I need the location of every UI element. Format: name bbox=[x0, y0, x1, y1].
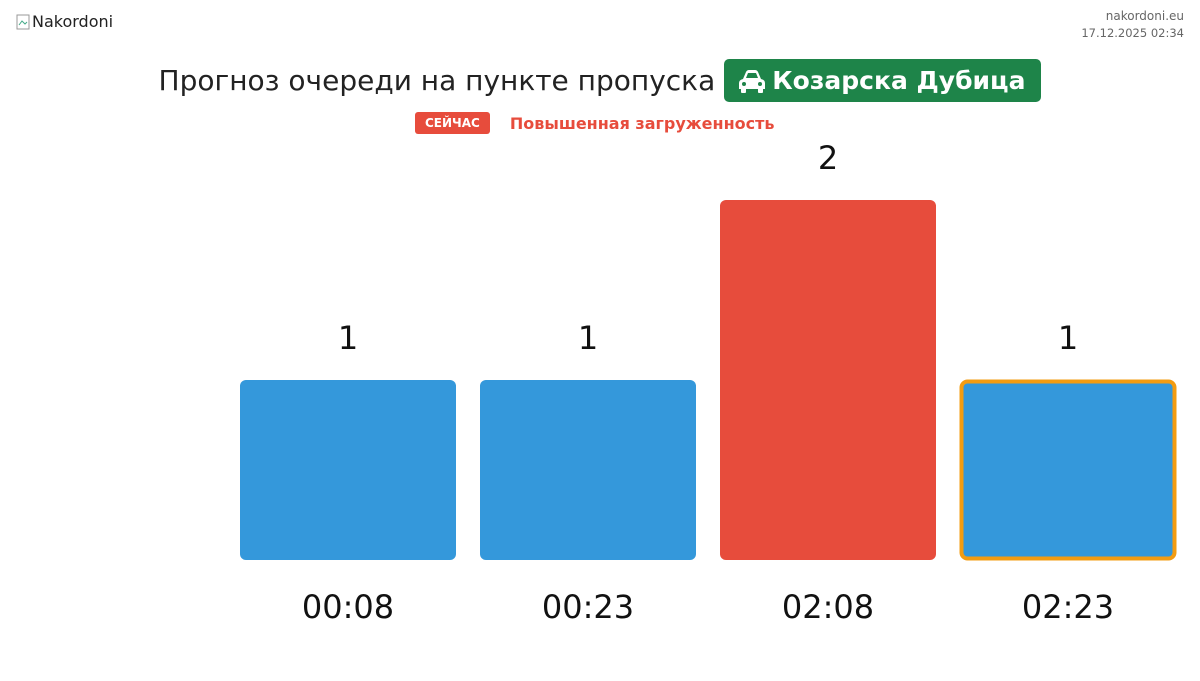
bar bbox=[480, 380, 696, 560]
category-label: 02:08 bbox=[782, 588, 874, 626]
logo[interactable]: Nakordoni bbox=[16, 12, 113, 31]
bar bbox=[720, 200, 936, 560]
broken-image-icon bbox=[16, 14, 30, 29]
datetime: 17.12.2025 02:34 bbox=[1081, 26, 1184, 40]
value-label: 1 bbox=[1058, 319, 1078, 357]
checkpoint-name: Козарска Дубица bbox=[772, 66, 1026, 95]
category-label: 02:23 bbox=[1022, 588, 1114, 626]
logo-alt: Nakordoni bbox=[32, 12, 114, 31]
status-badge: СЕЙЧАС bbox=[415, 112, 490, 134]
status-row: СЕЙЧАС Повышенная загруженность bbox=[415, 112, 775, 134]
status-text: Повышенная загруженность bbox=[509, 113, 775, 133]
category-label: 00:08 bbox=[302, 588, 394, 626]
checkpoint-badge: Козарска Дубица bbox=[724, 59, 1042, 102]
site-name: nakordoni.eu bbox=[1105, 9, 1184, 23]
car-icon bbox=[739, 69, 766, 93]
value-label: 2 bbox=[818, 139, 838, 177]
bar bbox=[959, 379, 1177, 561]
title-row: Прогноз очереди на пункте пропуска Козар… bbox=[0, 59, 1200, 102]
value-label: 1 bbox=[578, 319, 598, 357]
bar bbox=[240, 380, 456, 560]
title: Прогноз очереди на пункте пропуска bbox=[158, 64, 716, 97]
value-label: 1 bbox=[338, 319, 358, 357]
category-label: 00:23 bbox=[542, 588, 634, 626]
